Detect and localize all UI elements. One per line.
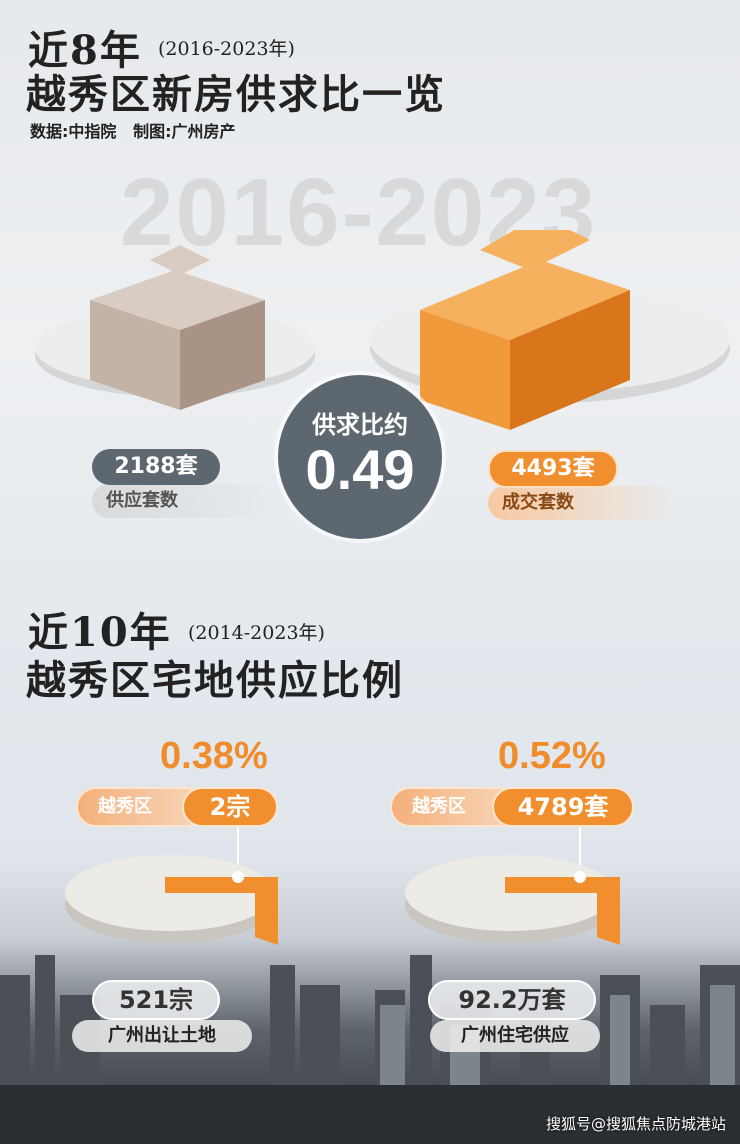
supply-label: 供应套数	[92, 484, 282, 518]
credit-watermark: 搜狐号@搜狐焦点防城港站	[545, 1115, 726, 1133]
left-district-tag: 越秀区	[76, 787, 206, 827]
section2-title-prefix: 近10年	[28, 609, 172, 656]
left-pie	[65, 855, 278, 945]
section2-title: 越秀区宅地供应比例	[26, 657, 404, 704]
deals-label: 成交套数	[488, 486, 678, 520]
section1-title-prefix: 近8年	[28, 27, 142, 74]
section2-year-range: (2014-2023年)	[188, 622, 325, 644]
deals-value: 4493套	[488, 450, 618, 488]
pie-charts	[65, 827, 620, 945]
supply-blocks	[90, 245, 265, 410]
left-pie-slice	[165, 877, 278, 945]
left-total-label: 广州出让土地	[72, 1020, 252, 1052]
right-total: 92.2万套	[428, 980, 596, 1020]
left-district-value: 2宗	[182, 787, 278, 827]
deal-blocks	[420, 230, 630, 430]
right-total-label: 广州住宅供应	[430, 1020, 600, 1052]
section1-title: 越秀区新房供求比一览	[26, 71, 446, 118]
ratio-value: 0.49	[305, 438, 415, 501]
ratio-label: 供求比约	[312, 411, 408, 439]
blocks-illustration	[35, 230, 730, 430]
left-percent: 0.38%	[160, 735, 268, 777]
data-source: 数据:中指院 制图:广州房产	[30, 122, 236, 141]
ratio-badge: 供求比约 0.49	[278, 375, 442, 539]
right-pie	[405, 855, 620, 945]
city-skyline-image	[0, 955, 740, 1144]
right-pie-slice	[505, 877, 620, 945]
section1-year-range: (2016-2023年)	[158, 38, 295, 60]
right-district-value: 4789套	[492, 787, 634, 827]
supply-value: 2188套	[92, 449, 220, 485]
right-percent: 0.52%	[498, 735, 606, 777]
left-total: 521宗	[92, 980, 220, 1020]
